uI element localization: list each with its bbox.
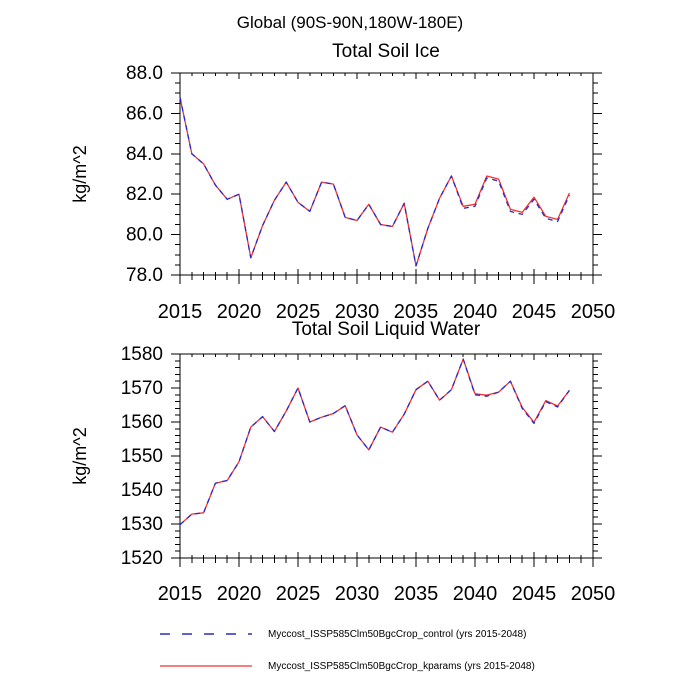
series-dashed bbox=[179, 97, 570, 267]
x-tick-label: 2035 bbox=[394, 583, 439, 605]
series-solid bbox=[179, 97, 570, 267]
y-tick-label: 78.0 bbox=[126, 265, 163, 286]
axes bbox=[171, 353, 602, 567]
axes bbox=[171, 72, 602, 284]
x-tick-label: 2030 bbox=[335, 301, 380, 323]
soil-ice-chart: Total Soil Ice kg/m^2 2015 2020 2025 2030 20… bbox=[70, 41, 615, 323]
soil-liquid-water-plot-area: 2015 2020 2025 2030 2035 2040 2045 2050 1520 1530… bbox=[121, 344, 616, 605]
figure-title: Global (90S-90N,180W-180E) bbox=[237, 13, 463, 32]
soil-liquid-water-chart: Total Soil Liquid Water kg/m^2 2015 2020 2… bbox=[70, 319, 615, 605]
series-dashed bbox=[179, 358, 570, 526]
y-tick-label: 84.0 bbox=[126, 144, 163, 165]
y-tick-label: 1570 bbox=[121, 378, 163, 399]
soil-liquid-water-yaxis-label: kg/m^2 bbox=[70, 427, 90, 484]
x-tick-label: 2025 bbox=[276, 301, 321, 323]
y-tick-label: 1530 bbox=[121, 514, 163, 535]
x-tick-label: 2015 bbox=[158, 583, 203, 605]
x-tick-label: 2020 bbox=[217, 301, 262, 323]
x-tick-label: 2050 bbox=[571, 583, 616, 605]
soil-ice-plot-area: 2015 2020 2025 2030 2035 2040 2045 2050 78.0 80.0… bbox=[126, 63, 615, 323]
y-tick-label: 80.0 bbox=[126, 225, 163, 246]
legend: Myccost_ISSP585Clm50BgcCrop_control (yrs… bbox=[160, 629, 535, 672]
soil-ice-yaxis-label: kg/m^2 bbox=[70, 145, 90, 202]
plot-box bbox=[179, 353, 594, 559]
y-tick-label: 1520 bbox=[121, 548, 163, 569]
y-tick-label: 1580 bbox=[121, 344, 163, 365]
x-tick-label: 2035 bbox=[394, 301, 439, 323]
x-tick-label: 2040 bbox=[453, 583, 498, 605]
legend-label-kparams: Myccost_ISSP585Clm50BgcCrop_kparams (yrs… bbox=[268, 661, 535, 672]
plot-box bbox=[179, 72, 594, 276]
x-tick-label: 2015 bbox=[158, 301, 203, 323]
x-tick-label: 2020 bbox=[217, 583, 262, 605]
y-tick-label: 86.0 bbox=[126, 103, 163, 124]
series-solid bbox=[179, 358, 570, 526]
x-tick-label: 2045 bbox=[512, 583, 557, 605]
x-tick-label: 2030 bbox=[335, 583, 380, 605]
legend-label-control: Myccost_ISSP585Clm50BgcCrop_control (yrs… bbox=[268, 629, 526, 640]
y-tick-label: 88.0 bbox=[126, 63, 163, 84]
soil-ice-title: Total Soil Ice bbox=[332, 41, 440, 62]
y-tick-label: 1540 bbox=[121, 480, 163, 501]
y-tick-label: 82.0 bbox=[126, 184, 163, 205]
y-tick-label: 1550 bbox=[121, 446, 163, 467]
x-tick-label: 2050 bbox=[571, 301, 616, 323]
x-tick-label: 2025 bbox=[276, 583, 321, 605]
soil-liquid-water-title: Total Soil Liquid Water bbox=[292, 319, 481, 340]
x-tick-label: 2045 bbox=[512, 301, 557, 323]
x-tick-label: 2040 bbox=[453, 301, 498, 323]
y-tick-label: 1560 bbox=[121, 412, 163, 433]
